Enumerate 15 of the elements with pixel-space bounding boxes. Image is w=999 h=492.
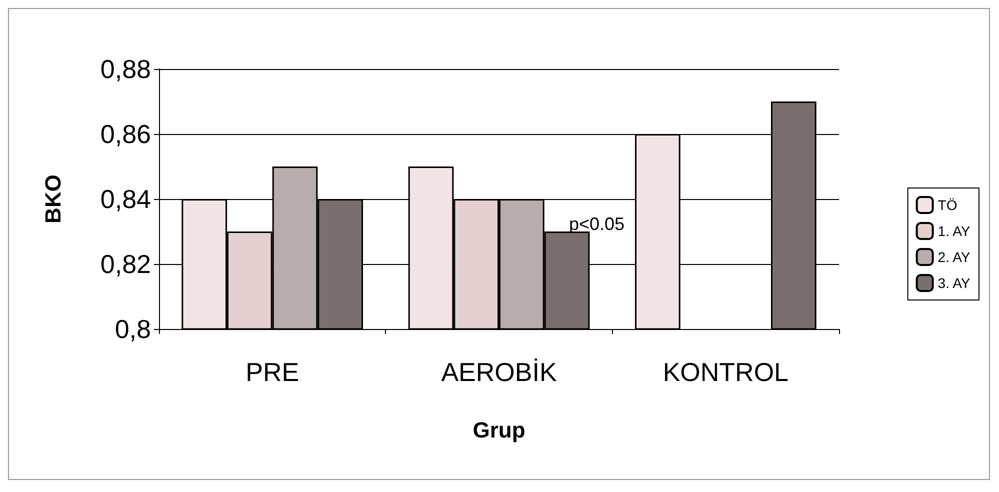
y-tick-label: 0,88	[100, 54, 151, 84]
y-tick-label: 0,86	[100, 119, 151, 149]
legend-label: 2. AY	[938, 249, 971, 265]
y-axis-title: BKO	[40, 174, 66, 224]
y-tick-label: 0,82	[100, 249, 151, 279]
x-tick-label: KONTROL	[662, 357, 789, 387]
y-tick-label: 0,84	[100, 184, 151, 214]
x-tick-label: PRE	[246, 357, 300, 387]
legend-label: TÖ	[938, 197, 958, 213]
x-tick-label: AEROBİK	[441, 357, 558, 387]
annotation: p<0.05	[569, 214, 625, 234]
y-tick-label: 0,8	[114, 314, 151, 344]
legend-label: 1. AY	[938, 223, 971, 239]
legend-label: 3. AY	[938, 275, 971, 291]
x-axis-title: Grup	[472, 418, 526, 442]
